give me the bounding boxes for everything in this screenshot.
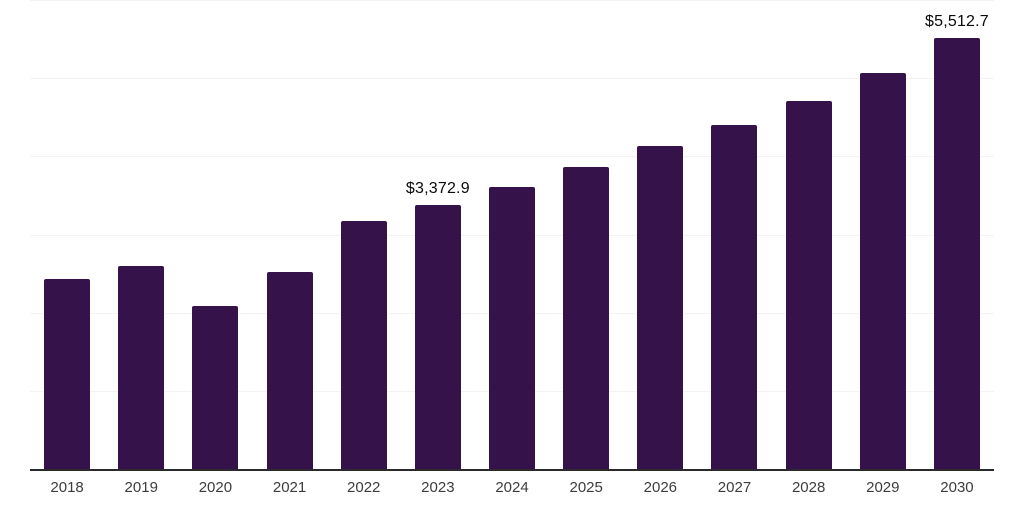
gridline-6000 bbox=[30, 0, 994, 1]
bar-slot-2030: $5,512.7 bbox=[920, 0, 994, 469]
bar-value-label-2023: $3,372.9 bbox=[405, 180, 470, 198]
bar-slot-2027 bbox=[697, 0, 771, 469]
x-tick-label-2021: 2021 bbox=[272, 479, 307, 496]
x-tick-label-2022: 2022 bbox=[347, 479, 381, 496]
bar-2024 bbox=[489, 187, 536, 469]
bar-slot-2029 bbox=[846, 0, 920, 469]
x-tick-label-2020: 2020 bbox=[198, 479, 233, 496]
bar-value-label-2030: $5,512.7 bbox=[925, 13, 989, 31]
x-tick-label-2025: 2025 bbox=[569, 479, 603, 496]
bar-2020 bbox=[192, 305, 239, 469]
bar-2030 bbox=[933, 38, 980, 469]
x-tick-label-2027: 2027 bbox=[717, 479, 752, 496]
bar-2028 bbox=[785, 100, 832, 469]
bar-slot-2028 bbox=[772, 0, 846, 469]
gridline-4000 bbox=[30, 156, 994, 158]
x-tick-label-2026: 2026 bbox=[643, 479, 678, 496]
bar-2025 bbox=[563, 167, 610, 469]
x-axis: 2018 2019 2020 2021 2022 2023 2024 2025 2026 2027… bbox=[30, 479, 994, 496]
x-tick-label-2030: 2030 bbox=[940, 479, 974, 496]
bar-slot-2023: $3,372.9 bbox=[401, 0, 475, 469]
x-tick-label-2018: 2018 bbox=[50, 479, 84, 496]
bar-2029 bbox=[859, 72, 906, 469]
bar-slot-2022 bbox=[327, 0, 401, 469]
bar-2018 bbox=[44, 279, 91, 469]
plot-area: $3,372.9 $5,512.7 bbox=[30, 0, 994, 471]
x-tick-label-2019: 2019 bbox=[124, 479, 158, 496]
bar-slot-2020 bbox=[178, 0, 252, 469]
bar-slot-2019 bbox=[104, 0, 178, 469]
bar-2022 bbox=[340, 221, 387, 469]
bar-2023 bbox=[414, 205, 461, 469]
x-tick-label-2023: 2023 bbox=[421, 479, 455, 496]
bars-row: $3,372.9 $5,512.7 bbox=[30, 0, 994, 469]
bar-slot-2024 bbox=[475, 0, 549, 469]
bar-2027 bbox=[711, 124, 758, 469]
bar-slot-2021 bbox=[252, 0, 326, 469]
bar-2019 bbox=[118, 266, 165, 469]
bar-slot-2018 bbox=[30, 0, 104, 469]
bar-slot-2026 bbox=[623, 0, 697, 469]
x-tick-label-2024: 2024 bbox=[495, 479, 529, 496]
gridline-5000 bbox=[30, 78, 994, 80]
bar-slot-2025 bbox=[549, 0, 623, 469]
bar-2026 bbox=[637, 145, 684, 469]
x-tick-label-2029: 2029 bbox=[866, 479, 900, 496]
bar-2021 bbox=[266, 272, 313, 469]
x-tick-label-2028: 2028 bbox=[791, 479, 826, 496]
